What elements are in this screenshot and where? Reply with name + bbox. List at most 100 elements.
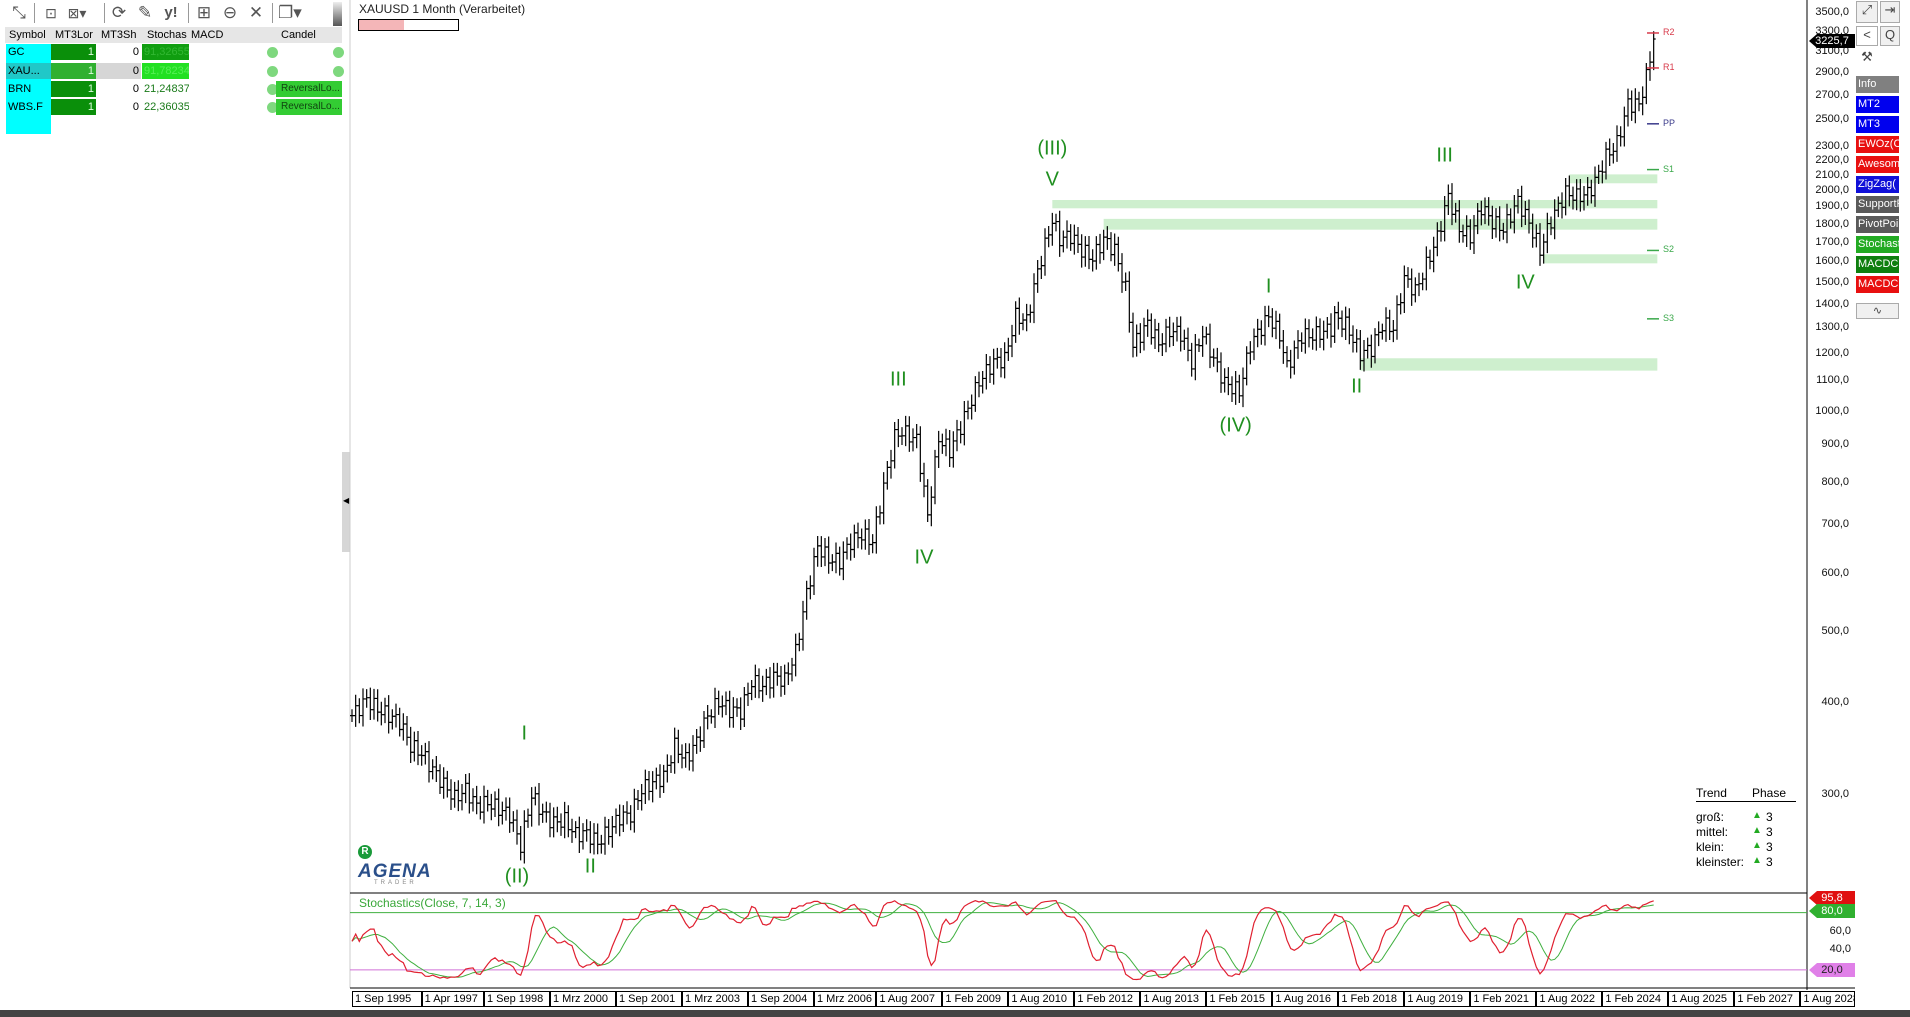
delete-icon[interactable]: ✕ [248,3,264,22]
price-bar [845,537,849,560]
price-bar [1098,233,1102,264]
price-bar [914,424,919,449]
price-bar [1270,308,1275,338]
scroll-handle[interactable] [333,2,342,26]
price-bar [1076,226,1080,253]
price-bar [1061,230,1066,253]
price-bar [691,735,695,772]
price-bar [698,726,703,752]
column-header-macd[interactable]: MACD [191,29,224,41]
price-bar [1050,212,1055,246]
price-bar [713,687,717,728]
elliott-wave-label: I [1265,275,1272,298]
price-bar [1127,271,1132,333]
price-bar [1200,325,1205,357]
price-bar [753,664,758,698]
price-bar [808,575,813,600]
indicator-button[interactable]: MACDCr [1856,276,1899,293]
price-bar [856,522,860,549]
date-tick-label: 1 Feb 2021 [1470,991,1537,1007]
yahoo-icon[interactable]: y! [164,4,178,21]
price-bar [925,479,930,522]
column-header-symbol[interactable]: Symbol [9,29,46,41]
fullscreen-icon[interactable]: ⤢ [1856,1,1878,23]
price-bar [1600,160,1605,184]
indicator-button[interactable]: Awesom [1856,156,1899,173]
indicator-button[interactable]: MT3 [1856,116,1899,133]
column-header-mt3short[interactable]: MT3Sh [101,29,137,41]
symbol-column-bg [6,44,51,134]
indicator-button[interactable]: Info [1856,76,1899,93]
price-bar [1010,324,1014,358]
search-button[interactable]: Q [1880,26,1900,46]
tools-icon[interactable]: ⚒ [1856,49,1878,71]
price-bar [548,802,552,838]
indicator-button[interactable]: MACDCr [1856,256,1899,273]
price-bar [830,554,835,572]
pivot-label: S1 [1663,163,1675,174]
price-bar [467,773,472,814]
date-tick-label: 1 Sep 1998 [484,991,550,1007]
price-bar [1640,86,1645,116]
price-bar [357,698,362,724]
column-header-stochastics[interactable]: Stochas [147,29,187,41]
price-bar [1105,226,1110,250]
indicator-button[interactable]: SupportF [1856,196,1899,213]
add-icon[interactable]: ⊞ [196,3,212,22]
price-bar [1523,200,1528,225]
column-header-mt3long[interactable]: MT3Lor [55,29,93,41]
stoch-level-80-tag: 80,0 [1809,904,1855,918]
price-bar [1479,200,1484,226]
trend-row-label: groß: [1696,810,1725,824]
price-bar [966,400,970,420]
trend-up-icon: ▲ [1752,825,1762,836]
new-chart-icon[interactable]: ⊡ [45,5,57,21]
price-bar [892,421,897,469]
price-bar [852,524,857,558]
price-tick-label: 1200,0 [1815,346,1849,359]
price-bar [1307,319,1311,348]
symbol-cell[interactable]: GC [8,46,25,58]
price-bar [848,533,853,561]
price-bar [1248,341,1253,365]
price-bar [445,770,450,798]
indicator-button[interactable]: MT2 [1856,96,1899,113]
indicator-button[interactable]: Stochast [1856,236,1899,253]
price-tick-label: 2700,0 [1815,88,1849,101]
symbol-cell[interactable]: BRN [8,83,32,95]
price-bar [1193,333,1198,381]
separator [188,3,189,23]
symbol-cell[interactable]: WBS.F [8,101,43,113]
price-bar [566,805,571,838]
trend-row-value: 3 [1766,855,1773,869]
indicator-button[interactable]: ZigZag( [1856,176,1899,193]
price-bar [1171,322,1176,347]
price-bar [478,795,483,820]
pin-icon[interactable]: ⇥ [1880,1,1900,23]
price-bar [485,789,490,812]
symbol-cell[interactable]: XAU... [6,63,51,79]
indicator-button[interactable]: EWOz(C [1856,136,1899,153]
stoch-tick: 60,0 [1829,925,1851,937]
price-tick-label: 2500,0 [1815,113,1849,126]
column-header-candle[interactable]: Candel [281,29,316,41]
pivot-label: PP [1663,117,1676,128]
collapse-arrows-icon[interactable]: ⤡ [12,3,26,22]
indicator-button[interactable]: PivotPoi [1856,216,1899,233]
price-tick-label: 2000,0 [1815,184,1849,197]
elliott-wave-label: (IV) [1219,414,1252,437]
copy-icon[interactable]: ❐▾ [278,3,302,22]
remove-icon[interactable]: ⊖ [222,3,238,22]
back-button[interactable]: < [1856,26,1878,46]
price-bar [1131,312,1135,358]
price-bar [482,785,486,824]
price-bar [790,657,794,682]
price-bar [834,542,838,574]
pencil-icon[interactable]: ✎ [137,3,153,22]
wave-toggle-icon[interactable]: ∿ [1856,303,1899,319]
price-bar [1182,329,1187,351]
close-chart-icon[interactable]: ⊠▾ [67,5,87,21]
panel-collapse-handle[interactable]: ◀ [342,452,350,552]
refresh-icon[interactable]: ⟳ [111,3,127,22]
